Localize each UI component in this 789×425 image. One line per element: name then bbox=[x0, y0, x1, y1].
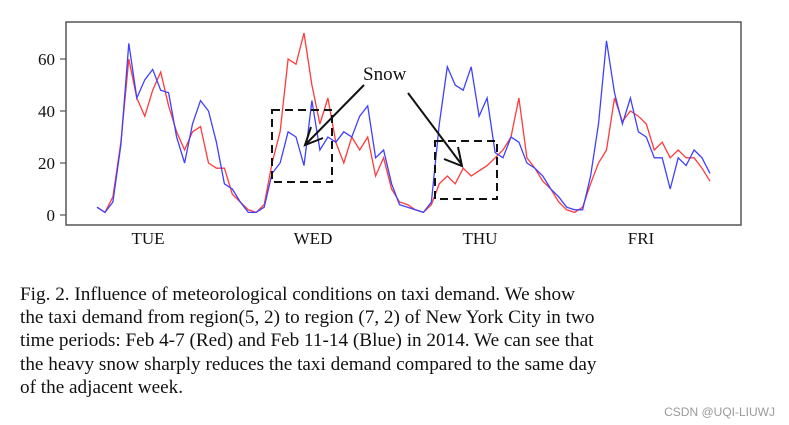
snow-arrowhead-thu bbox=[443, 146, 464, 168]
y-tick-label: 60 bbox=[38, 50, 55, 69]
snow-arrowhead-wed bbox=[303, 126, 324, 147]
snow-arrow-thu bbox=[407, 92, 463, 166]
caption-line: the taxi demand from region(5, 2) to reg… bbox=[20, 307, 595, 329]
x-tick-label: FRI bbox=[628, 229, 655, 248]
x-tick-label: TUE bbox=[131, 229, 164, 248]
x-tick-label: WED bbox=[294, 229, 333, 248]
caption-line: of the adjacent week. bbox=[20, 376, 184, 398]
snow-box-thu bbox=[434, 140, 498, 200]
caption-line: time periods: Feb 4-7 (Red) and Feb 11-1… bbox=[20, 330, 594, 352]
caption-line: the heavy snow sharply reduces the taxi … bbox=[20, 353, 597, 375]
snow-label: Snow bbox=[363, 64, 407, 85]
caption-line: Fig. 2. Influence of meteorological cond… bbox=[20, 284, 575, 305]
series-blue-line bbox=[96, 40, 711, 214]
taxi-demand-chart: 0 20 40 60 TUE WED THU FRI Snow bbox=[38, 21, 742, 248]
snow-arrow-wed bbox=[305, 84, 365, 145]
plot-frame bbox=[65, 21, 742, 226]
figure-caption: Fig. 2. Influence of meteorological cond… bbox=[20, 283, 770, 399]
x-tick-label: THU bbox=[463, 229, 498, 248]
y-tick-label: 0 bbox=[47, 206, 56, 225]
snow-box-wed bbox=[271, 109, 333, 183]
series-red-line bbox=[96, 32, 711, 214]
y-tick-label: 40 bbox=[38, 102, 55, 121]
watermark: CSDN @UQI-LIUWJ bbox=[664, 405, 775, 419]
y-tick-label: 20 bbox=[38, 154, 55, 173]
